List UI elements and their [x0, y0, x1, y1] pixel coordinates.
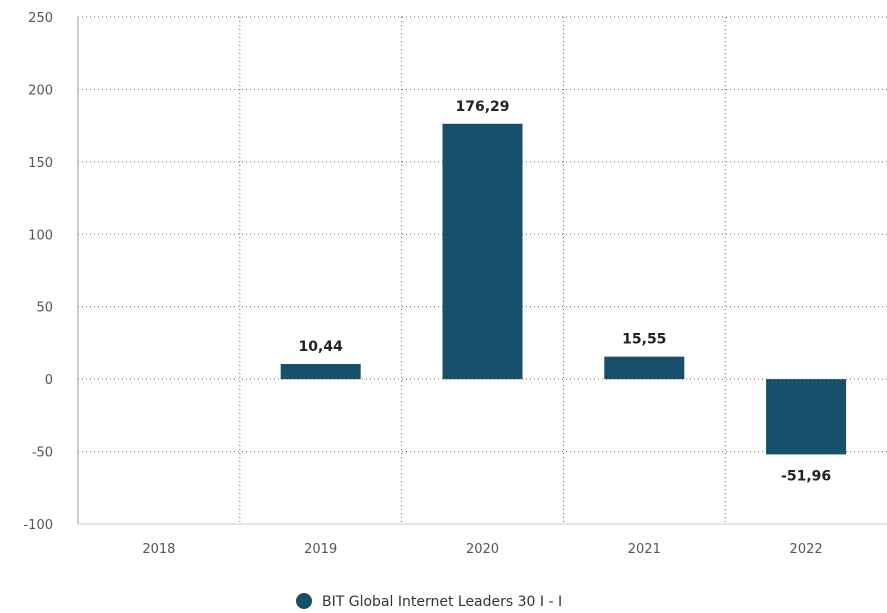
data-labels: 10,44 176,29 15,55 -51,96: [299, 99, 832, 485]
legend-marker-icon: [296, 593, 312, 609]
axes: [77, 17, 887, 525]
data-label: 176,29: [455, 99, 509, 115]
y-tick-label: 150: [28, 156, 53, 171]
bar[interactable]: [604, 356, 685, 380]
bar[interactable]: [442, 123, 523, 380]
data-label: -51,96: [781, 468, 831, 484]
x-tick-label: 2020: [466, 542, 499, 557]
legend[interactable]: BIT Global Internet Leaders 30 I - I: [296, 593, 562, 610]
x-tick-label: 2021: [628, 542, 661, 557]
y-tick-label: 250: [28, 11, 53, 26]
y-tick-label: 0: [45, 373, 53, 388]
x-tick-label: 2019: [304, 542, 337, 557]
y-tick-label: 50: [36, 301, 53, 316]
y-tick-label: -100: [23, 518, 53, 533]
y-tick-label: 100: [28, 228, 53, 243]
bar[interactable]: [766, 379, 847, 455]
bars: [280, 123, 847, 455]
y-tick-label: 200: [28, 83, 53, 98]
x-tick-label: 2018: [142, 542, 175, 557]
tick-labels: 250 200 150 100 50 0 -50 -100 2018 2019 2020 2021 20…: [23, 11, 822, 557]
legend-label: BIT Global Internet Leaders 30 I - I: [322, 594, 562, 610]
data-label: 10,44: [299, 339, 344, 355]
y-tick-label: -50: [32, 446, 53, 461]
bar[interactable]: [280, 364, 361, 380]
x-tick-label: 2022: [790, 542, 823, 557]
data-label: 15,55: [622, 332, 666, 348]
